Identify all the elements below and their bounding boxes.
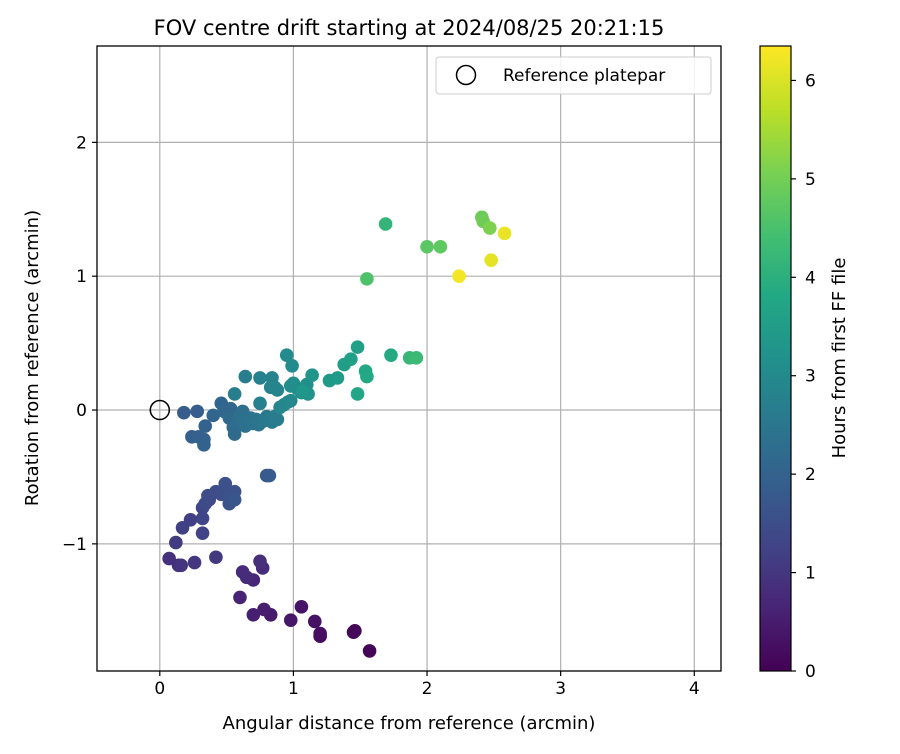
x-tick-label: 1 xyxy=(288,679,299,699)
chart-title: FOV centre drift starting at 2024/08/25 … xyxy=(154,16,665,40)
x-tick-label: 2 xyxy=(422,679,433,699)
data-point xyxy=(197,438,211,452)
colorbar-tick-label: 0 xyxy=(805,662,816,682)
data-point xyxy=(384,348,398,362)
colorbar-label: Hours from first FF file xyxy=(829,258,850,459)
plot-frame xyxy=(96,45,722,672)
x-axis-label: Angular distance from reference (arcmin) xyxy=(223,713,596,734)
data-point xyxy=(206,408,221,423)
data-point xyxy=(313,626,327,641)
data-point xyxy=(174,558,188,573)
data-point xyxy=(257,602,271,617)
data-point xyxy=(307,614,322,629)
y-axis-label: Rotation from reference (arcmin) xyxy=(22,210,43,506)
colorbar-tick-label: 4 xyxy=(805,268,816,288)
data-point xyxy=(295,384,310,399)
y-axis-ticks: −1 0 1 2 xyxy=(62,133,97,555)
reference-platepar-marker xyxy=(149,399,171,421)
y-gridlines xyxy=(97,141,721,545)
legend-label: Reference platepar xyxy=(503,66,665,86)
data-point xyxy=(195,526,210,540)
data-point xyxy=(187,555,202,570)
data-point xyxy=(227,492,242,507)
data-point xyxy=(344,352,358,366)
data-point xyxy=(409,351,424,365)
y-tick-label: 0 xyxy=(76,401,87,421)
data-point xyxy=(218,476,233,491)
data-point xyxy=(235,565,250,579)
data-point xyxy=(497,226,512,241)
data-point xyxy=(246,607,261,622)
data-point xyxy=(378,217,393,231)
data-point xyxy=(270,383,285,397)
data-point xyxy=(190,404,205,419)
colorbar-tick-label: 6 xyxy=(805,71,816,91)
data-point xyxy=(233,590,247,605)
data-point xyxy=(183,512,198,527)
data-point xyxy=(305,368,319,383)
legend-marker xyxy=(455,64,477,86)
data-point xyxy=(169,535,183,550)
data-point xyxy=(253,371,267,385)
legend-box xyxy=(435,56,712,95)
x-gridlines xyxy=(159,46,695,671)
data-point xyxy=(198,419,213,433)
x-axis-ticks: 0 1 2 3 4 xyxy=(154,671,700,699)
data-point xyxy=(348,624,362,638)
data-point xyxy=(330,371,345,385)
data-point xyxy=(227,427,242,441)
y-tick-label: 2 xyxy=(76,133,87,153)
data-point xyxy=(238,369,253,384)
data-point xyxy=(433,239,448,254)
data-point xyxy=(420,239,434,254)
x-tick-label: 3 xyxy=(555,679,566,699)
colorbar-ticks: 0 1 2 3 4 5 6 xyxy=(791,71,816,682)
data-point xyxy=(253,396,267,411)
colorbar-tick-label: 1 xyxy=(805,564,816,584)
data-point xyxy=(350,340,365,354)
legend: Reference platepar xyxy=(435,56,712,95)
data-point xyxy=(227,387,242,401)
data-point xyxy=(483,221,497,235)
data-point xyxy=(209,550,223,565)
data-point xyxy=(452,269,466,283)
data-point xyxy=(162,551,176,566)
data-point xyxy=(283,393,298,408)
colorbar-tick-label: 5 xyxy=(805,170,816,190)
data-point xyxy=(195,511,210,526)
data-point xyxy=(283,613,298,627)
data-point xyxy=(484,253,498,267)
colorbar-tick-label: 3 xyxy=(805,367,816,387)
y-tick-label: 1 xyxy=(76,267,87,287)
data-point xyxy=(350,387,365,401)
x-tick-label: 0 xyxy=(154,679,165,699)
data-point xyxy=(362,644,377,658)
data-point xyxy=(294,599,309,614)
data-point xyxy=(279,348,294,362)
colorbar xyxy=(759,45,792,672)
data-point xyxy=(285,359,299,373)
data-point xyxy=(360,272,374,286)
data-point xyxy=(270,412,285,427)
x-tick-label: 4 xyxy=(689,679,700,699)
data-point xyxy=(262,468,277,483)
data-point xyxy=(360,369,374,384)
data-point xyxy=(177,405,191,420)
y-tick-label: −1 xyxy=(62,535,87,555)
data-point xyxy=(253,554,267,569)
colorbar-tick-label: 2 xyxy=(805,465,816,485)
scatter-points xyxy=(162,210,512,658)
